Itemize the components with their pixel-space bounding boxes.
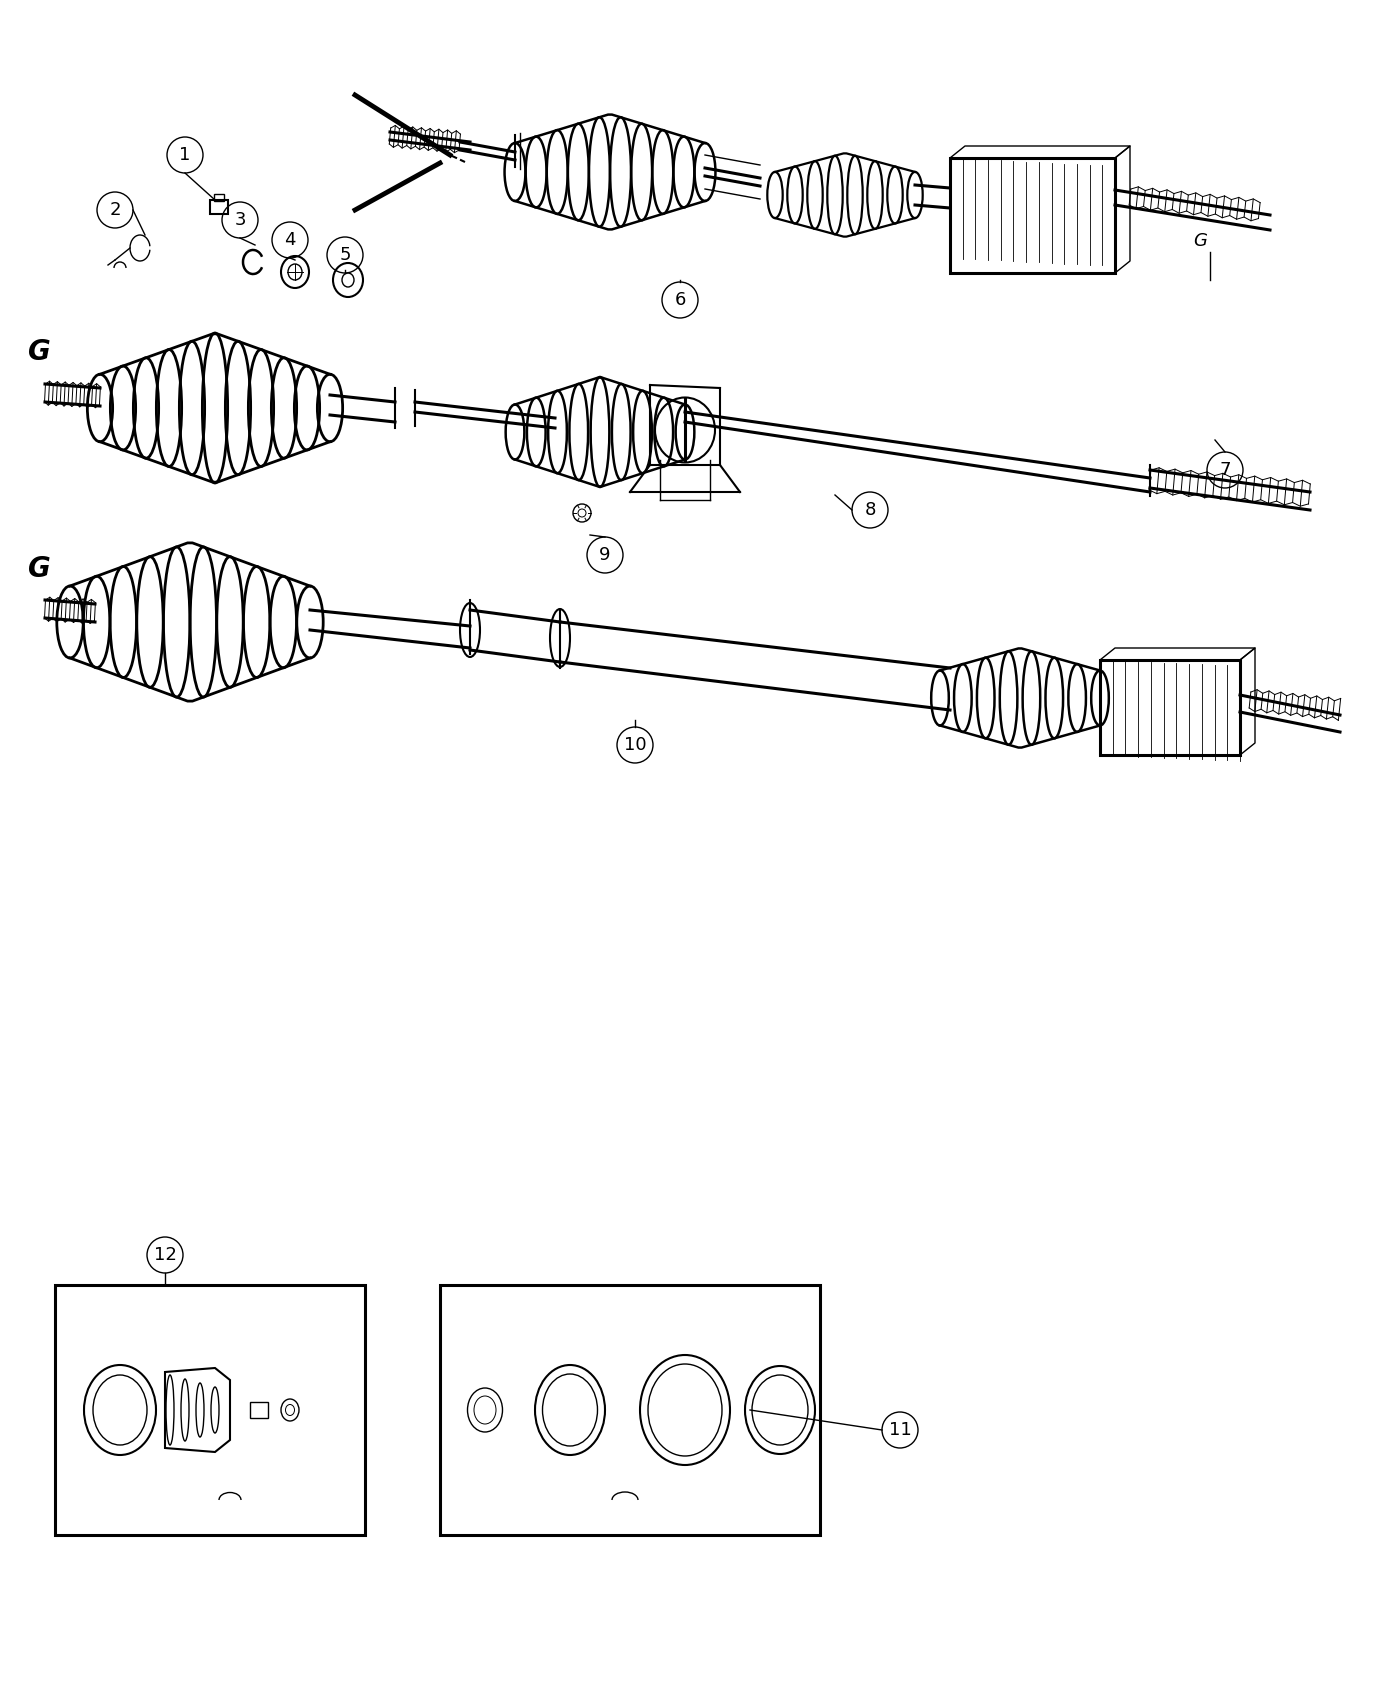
Text: 8: 8 xyxy=(864,502,875,518)
Text: 9: 9 xyxy=(599,546,610,564)
Text: 1: 1 xyxy=(179,146,190,163)
Text: 3: 3 xyxy=(234,211,246,230)
Text: 5: 5 xyxy=(339,246,351,264)
Text: G: G xyxy=(1193,231,1207,250)
Text: 12: 12 xyxy=(154,1246,176,1265)
Text: 4: 4 xyxy=(284,231,295,248)
Text: 11: 11 xyxy=(889,1421,911,1438)
Bar xyxy=(210,201,228,214)
Text: 6: 6 xyxy=(675,291,686,309)
Text: 10: 10 xyxy=(623,736,647,755)
Bar xyxy=(1100,660,1240,755)
Text: 7: 7 xyxy=(1219,461,1231,479)
Bar xyxy=(214,194,224,201)
Text: G: G xyxy=(28,554,50,583)
Bar xyxy=(951,158,1114,274)
Text: G: G xyxy=(28,338,50,366)
Bar xyxy=(55,1285,365,1535)
Text: 2: 2 xyxy=(109,201,120,219)
Bar xyxy=(251,1402,267,1418)
Bar xyxy=(440,1285,820,1535)
